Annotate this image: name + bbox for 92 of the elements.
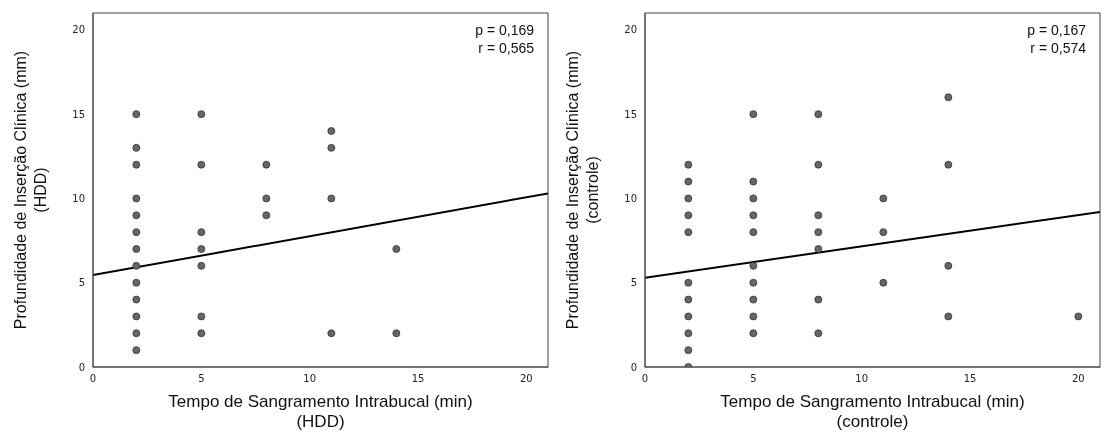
x-axis-title: Tempo de Sangramento Intrabucal (min) (HDD) [168, 392, 473, 431]
point [132, 228, 141, 237]
point [814, 228, 823, 237]
point [132, 329, 141, 338]
point [749, 261, 758, 270]
x-tick-label: 0 [89, 373, 97, 385]
point [814, 211, 823, 220]
point [749, 278, 758, 287]
point [684, 211, 693, 220]
point [132, 312, 141, 321]
y-tick-label: 20 [72, 24, 85, 36]
point [132, 261, 141, 270]
point [132, 278, 141, 287]
point [684, 228, 693, 237]
point [749, 211, 758, 220]
point [684, 177, 693, 186]
y-tick-label: 15 [624, 108, 637, 120]
point [197, 312, 206, 321]
point [684, 295, 693, 304]
x-axis-title: Tempo de Sangramento Intrabucal (min) (controle) [720, 392, 1025, 431]
point [944, 160, 953, 169]
x-tick-label: 0 [641, 373, 649, 385]
point [132, 194, 141, 203]
y-tick-label: 10 [624, 192, 637, 204]
point [749, 177, 758, 186]
point [879, 278, 888, 287]
y-tick-label: 20 [624, 24, 637, 36]
y-tick-label: 5 [78, 277, 85, 289]
point [262, 211, 271, 220]
point [1074, 312, 1083, 321]
point [879, 228, 888, 237]
x-tick-label: 15 [963, 373, 977, 385]
y-tick-label: 15 [72, 108, 85, 120]
point [262, 194, 271, 203]
point [814, 329, 823, 338]
point [684, 160, 693, 169]
x-tick-label: 20 [519, 373, 533, 385]
x-tick-label: 5 [198, 373, 205, 385]
point [684, 346, 693, 355]
annotation: r = 0,574 [1030, 40, 1087, 56]
point [814, 295, 823, 304]
point [879, 194, 888, 203]
point [814, 110, 823, 119]
point [262, 160, 271, 169]
point [132, 110, 141, 119]
point [749, 110, 758, 119]
point [327, 329, 336, 338]
point [197, 261, 206, 270]
point [749, 194, 758, 203]
point [327, 127, 336, 135]
point [944, 93, 953, 102]
annotation: p = 0,167 [1027, 22, 1087, 38]
point [327, 143, 336, 152]
point [132, 295, 141, 304]
point [684, 329, 693, 338]
point [684, 278, 693, 287]
point [684, 312, 693, 321]
point [749, 228, 758, 237]
x-tick-label: 20 [1071, 373, 1085, 385]
point [944, 312, 953, 321]
point [132, 160, 141, 169]
point [392, 245, 401, 253]
y-tick-label: 10 [72, 192, 85, 204]
point [132, 346, 141, 355]
point [814, 160, 823, 169]
point [132, 245, 141, 253]
point [197, 329, 206, 338]
point [197, 160, 206, 169]
y-tick-label: 0 [78, 361, 85, 373]
point [197, 245, 206, 253]
x-tick-label: 10 [303, 373, 317, 385]
annotation: r = 0,565 [478, 40, 535, 56]
point [749, 329, 758, 338]
y-tick-label: 5 [630, 277, 637, 289]
point [944, 261, 953, 270]
y-tick-label: 0 [630, 361, 637, 373]
point [132, 211, 141, 220]
x-tick-label: 5 [750, 373, 757, 385]
annotation: p = 0,169 [475, 22, 535, 38]
point [327, 194, 336, 203]
point [684, 194, 693, 203]
x-tick-label: 10 [855, 373, 869, 385]
point [814, 245, 823, 253]
x-tick-label: 15 [411, 373, 425, 385]
point [392, 329, 401, 338]
point [197, 228, 206, 237]
y-axis-title: Profundidade de Inserção Clínica (mm) (HDD) [12, 50, 49, 330]
point [749, 295, 758, 304]
point [132, 143, 141, 152]
point [197, 110, 206, 119]
point [749, 312, 758, 321]
y-axis-title: Profundidade de Inserção Clínica (mm) (controle) [564, 50, 601, 330]
